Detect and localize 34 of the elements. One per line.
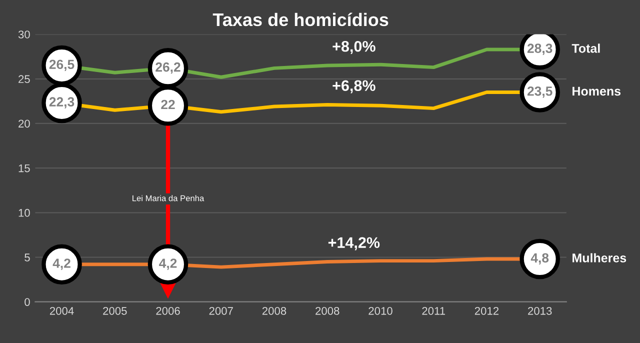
- y-tick-label: 20: [18, 120, 30, 128]
- x-tick-label: 2011: [422, 306, 446, 315]
- x-tick-label: 2005: [103, 306, 127, 315]
- series-label: Homens: [572, 86, 621, 96]
- x-tick-label: 2008: [262, 306, 286, 315]
- x-tick-label: 2007: [209, 306, 233, 315]
- data-label: 4,2: [159, 258, 177, 270]
- data-label: 23,5: [527, 86, 552, 98]
- data-label: 26,2: [156, 62, 180, 74]
- ref-line-label: Lei Maria da Penha: [132, 195, 204, 202]
- annotation: +6,8%: [332, 80, 376, 94]
- data-label: 22: [161, 100, 175, 110]
- data-label: 26,5: [49, 60, 74, 71]
- series-label: Mulheres: [572, 253, 626, 262]
- x-tick-label: 2006: [156, 306, 180, 315]
- y-tick-label: 5: [24, 254, 30, 262]
- y-tick-label: 0: [24, 298, 30, 306]
- x-tick-label: 2012: [474, 306, 499, 315]
- annotation: +8,0%: [332, 40, 376, 54]
- x-tick-label: 2010: [368, 306, 392, 315]
- series-label: Total: [572, 44, 600, 53]
- data-label: 22,3: [49, 97, 74, 108]
- x-tick-label: 2013: [528, 306, 552, 315]
- x-tick-label: 2008: [316, 306, 340, 315]
- x-tick-label: 2004: [50, 306, 74, 315]
- y-tick-label: 30: [18, 30, 30, 38]
- data-label: 4,8: [530, 253, 549, 264]
- y-tick-label: 15: [18, 164, 30, 172]
- annotation: +14,2%: [328, 237, 380, 250]
- y-tick-label: 10: [18, 208, 30, 217]
- data-label: 28,3: [527, 44, 552, 55]
- chart-title: Taxas de homicídios: [212, 12, 388, 26]
- y-tick-label: 25: [18, 75, 30, 84]
- data-label: 4,2: [52, 258, 70, 270]
